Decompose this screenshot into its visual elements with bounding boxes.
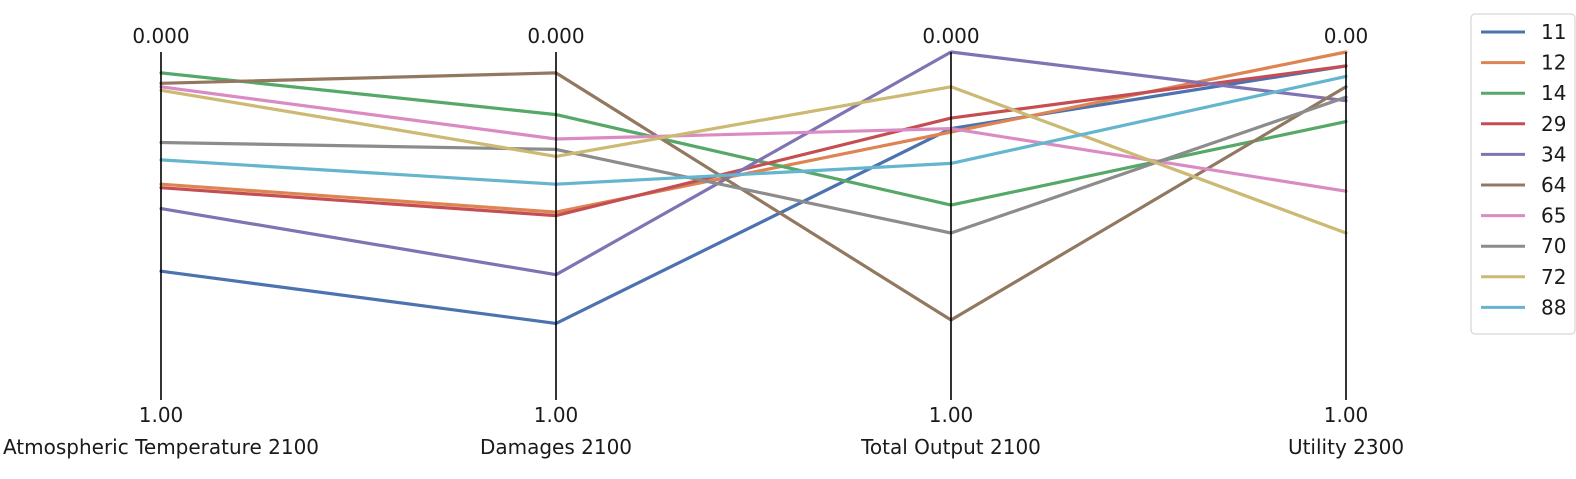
legend-label-14: 14 [1541,81,1566,105]
axis-label: Atmospheric Temperature 2100 [3,435,319,459]
series-line-11 [159,64,1348,325]
series-lines [159,50,1348,325]
legend-label-29: 29 [1541,112,1566,136]
axes: 0.000 1.00 Atmospheric Temperature 2100 0.0… [3,24,1404,459]
axis-label: Utility 2300 [1288,435,1404,459]
axis-top-tick-label: 0.000 [527,24,584,48]
legend-label-72: 72 [1541,265,1566,289]
legend: 11 12 14 29 34 64 65 70 72 88 [1470,13,1576,335]
series-line-29 [159,64,1348,218]
legend-label-88: 88 [1541,295,1566,319]
series-line-64 [159,71,1348,322]
series-line-88 [159,74,1348,186]
axis-bottom-tick-label: 1.00 [1324,403,1369,427]
series-line-65 [159,85,1348,193]
series-line-14 [159,71,1348,207]
series-line-34 [159,50,1348,277]
axis-label: Total Output 2100 [860,435,1041,459]
series-line-12 [159,50,1348,214]
axis-top-tick-label: 0.00 [1324,24,1369,48]
axis-bottom-tick-label: 1.00 [534,403,579,427]
axis-top-tick-label: 0.000 [132,24,189,48]
legend-label-64: 64 [1541,173,1566,197]
legend-label-11: 11 [1541,20,1566,44]
legend-label-70: 70 [1541,234,1566,258]
axis-top-tick-label: 0.000 [922,24,979,48]
axis-bottom-tick-label: 1.00 [139,403,184,427]
series-line-70 [159,95,1348,235]
series-line-72 [159,85,1348,235]
legend-label-12: 12 [1541,51,1566,75]
axis-bottom-tick-label: 1.00 [929,403,974,427]
axis-label: Damages 2100 [480,435,632,459]
legend-label-65: 65 [1541,204,1566,228]
legend-label-34: 34 [1541,142,1566,166]
